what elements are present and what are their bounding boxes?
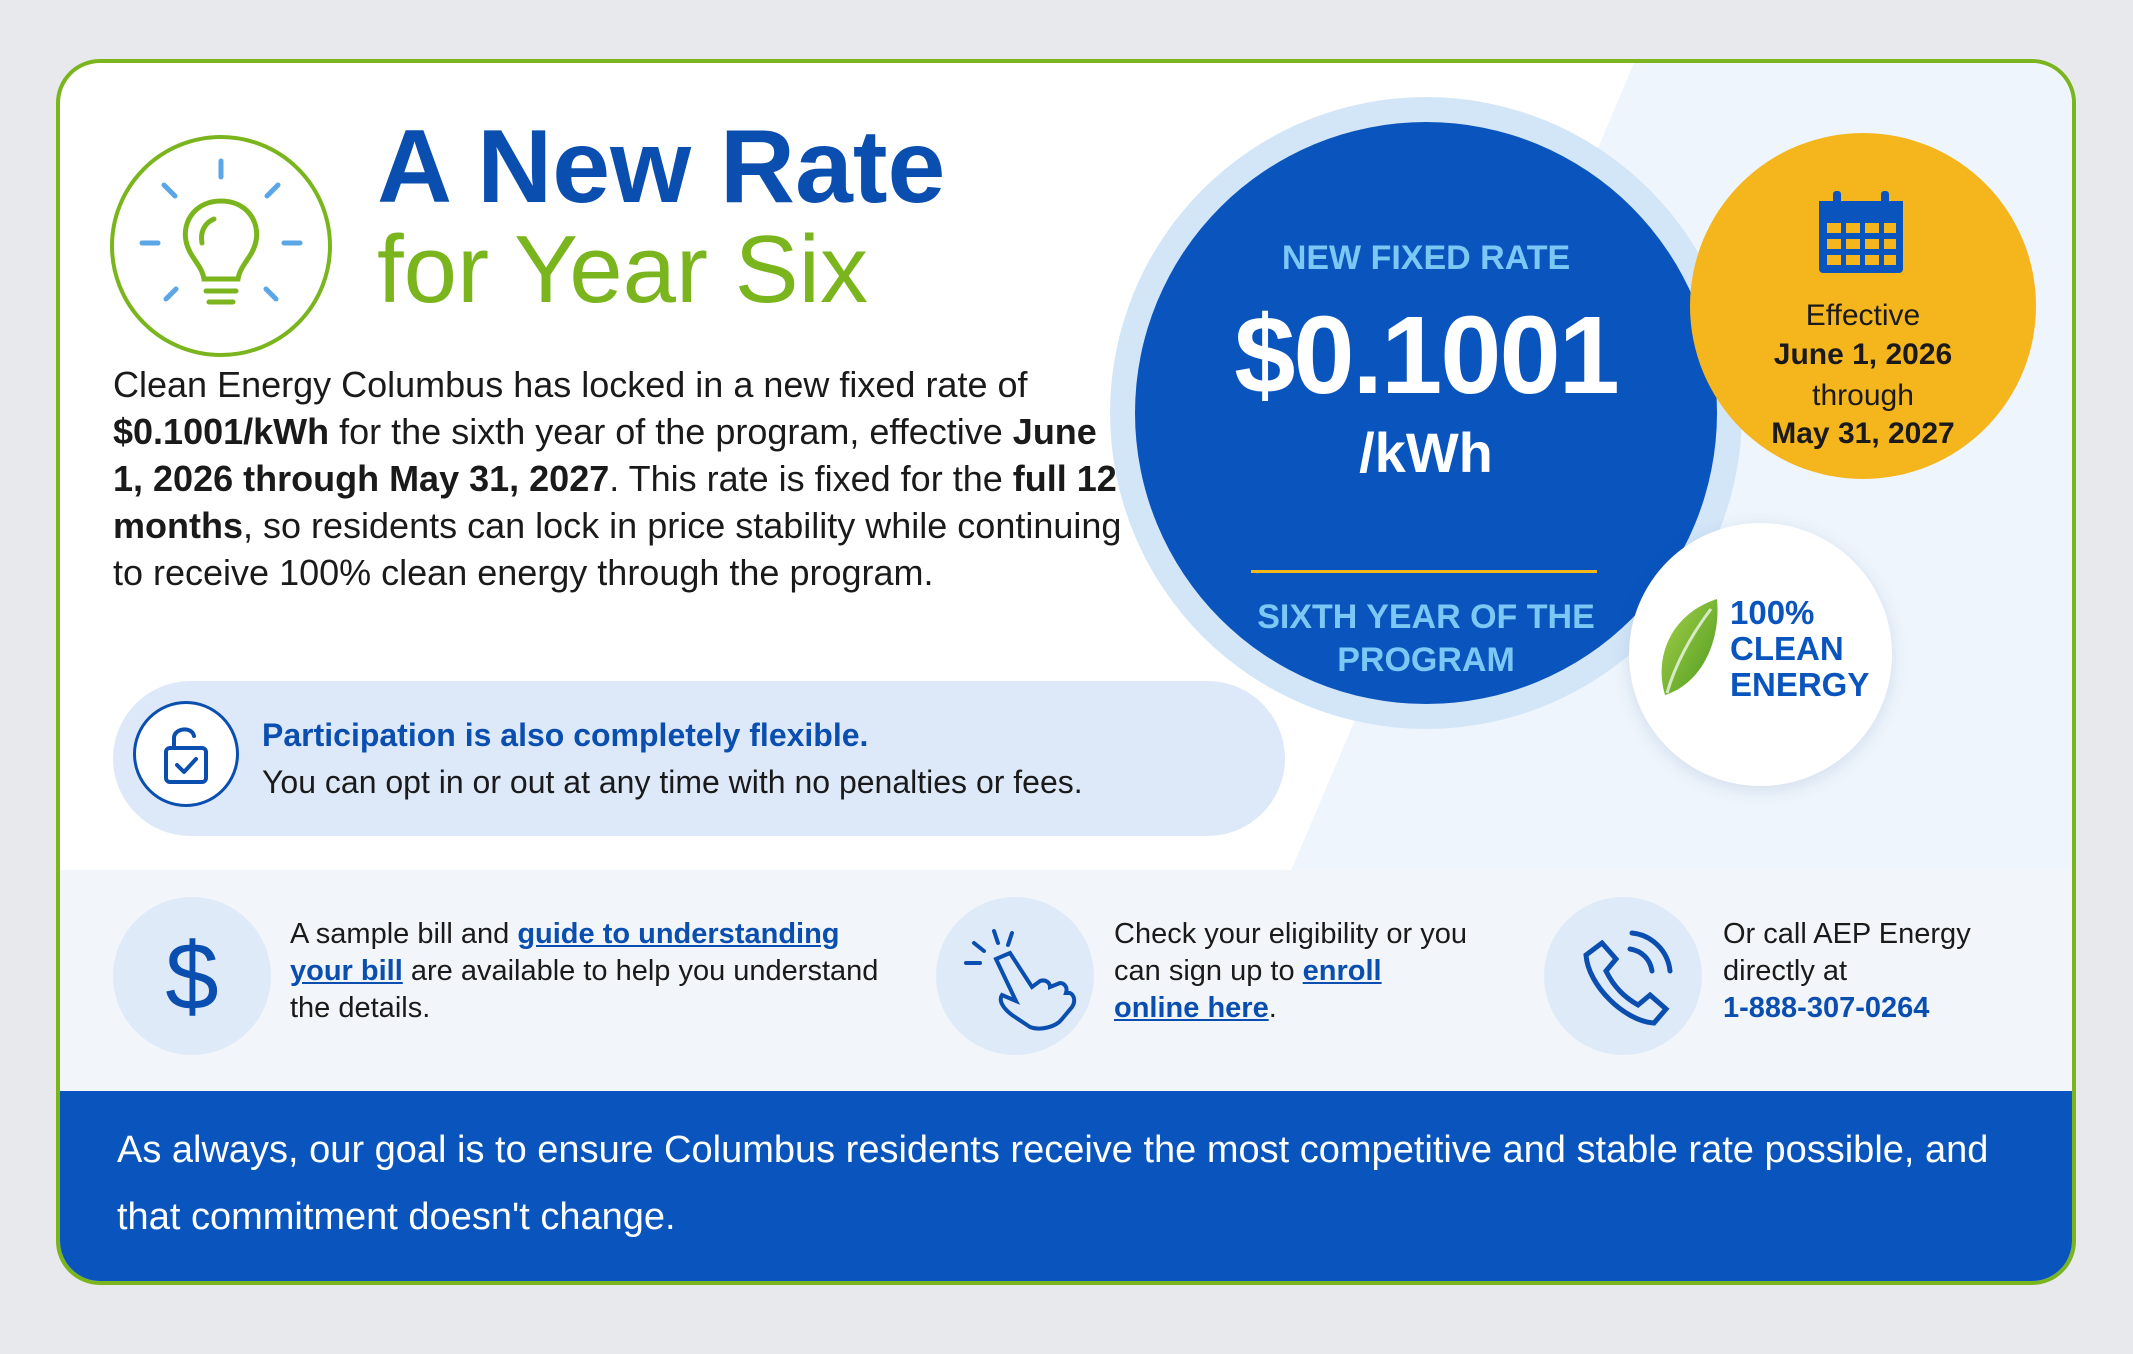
effective-label: Effective: [1805, 299, 1921, 332]
bill-guide-post: are available to help you understand the…: [290, 955, 879, 1024]
effective-connector: through: [1812, 379, 1914, 412]
flexibility-text: You can opt in or out at any time with n…: [262, 764, 1083, 800]
footer-banner: As always, our goal is to ensure Columbu…: [60, 1091, 2072, 1281]
bill-guide-pre: A sample bill and: [290, 918, 518, 950]
flexibility-heading: Participation is also completely flexibl…: [262, 717, 869, 753]
clean-energy-text: 100% CLEAN ENERGY: [1730, 595, 1869, 703]
intro-text: . This rate is fixed for the: [609, 458, 1013, 499]
rate-label: NEW FIXED RATE: [1281, 239, 1571, 277]
clean-energy-word: CLEAN: [1730, 630, 1844, 667]
calendar-icon: [1819, 191, 1903, 273]
rate-value: $0.1001: [1234, 294, 1620, 417]
intro-dates: June 1, 2026 through May 31, 2027: [113, 411, 1097, 499]
enroll-post: .: [1268, 992, 1277, 1024]
lock-icon: [133, 701, 239, 807]
footer-text: As always, our goal is to ensure Columbu…: [117, 1129, 1989, 1238]
effective-start-date: June 1, 2026: [1773, 338, 1953, 371]
phone-icon: [1544, 897, 1702, 1055]
enroll-text: Check your eligibility or you can sign u…: [1114, 916, 1474, 1027]
phone-number[interactable]: 1-888-307-0264: [1723, 992, 1930, 1024]
clean-energy-word-2: ENERGY: [1730, 666, 1870, 703]
svg-text:$: $: [165, 923, 218, 1030]
rate-divider: [1251, 570, 1597, 573]
clean-energy-badge: 100% CLEAN ENERGY: [1629, 523, 1892, 786]
info-band: $ A sample bill and guide to understandi…: [60, 870, 2072, 1091]
intro-months: full 12 months: [113, 458, 1117, 546]
effective-dates-badge: Effective June 1, 2026 through May 31, 2…: [1690, 133, 2036, 479]
enroll-online-link[interactable]: enroll online here: [1114, 955, 1382, 1024]
intro-text: , so residents can lock in price stabili…: [113, 505, 1122, 593]
rate-announcement-card: A New Rate for Year Six Clean Energy Col…: [56, 59, 2076, 1285]
lightbulb-icon: [110, 135, 332, 357]
call-text: Or call AEP Energy directly at 1-888-307-…: [1723, 916, 2043, 1027]
bill-guide-link[interactable]: guide to understanding your bill: [290, 918, 840, 987]
bill-guide-text: A sample bill and guide to understanding…: [290, 916, 890, 1027]
enroll-pre: Check your eligibility or you can sign u…: [1114, 918, 1467, 987]
pointer-hand-icon: [936, 897, 1094, 1055]
dollar-icon: $: [113, 897, 271, 1055]
flexibility-callout: Participation is also completely flexibl…: [113, 681, 1285, 836]
intro-rate: $0.1001/kWh: [113, 411, 330, 452]
rate-program-year: SIXTH YEAR OF THE PROGRAM: [1257, 598, 1595, 679]
page-title: A New Rate: [377, 109, 946, 225]
rate-badge: NEW FIXED RATE $0.1001 /kWh SIXTH YEAR O…: [1135, 122, 1717, 704]
rate-unit: /kWh: [1359, 421, 1493, 484]
effective-end-date: May 31, 2027: [1771, 417, 1955, 450]
page-subtitle: for Year Six: [377, 216, 868, 323]
intro-text: for the sixth year of the program, effec…: [329, 411, 1013, 452]
intro-text: Clean Energy Columbus has locked in a ne…: [113, 364, 1028, 405]
leaf-icon: [1661, 599, 1718, 695]
intro-paragraph: Clean Energy Columbus has locked in a ne…: [113, 361, 1123, 596]
clean-energy-percent: 100%: [1730, 594, 1815, 631]
call-pre: Or call AEP Energy directly at: [1723, 918, 1971, 987]
